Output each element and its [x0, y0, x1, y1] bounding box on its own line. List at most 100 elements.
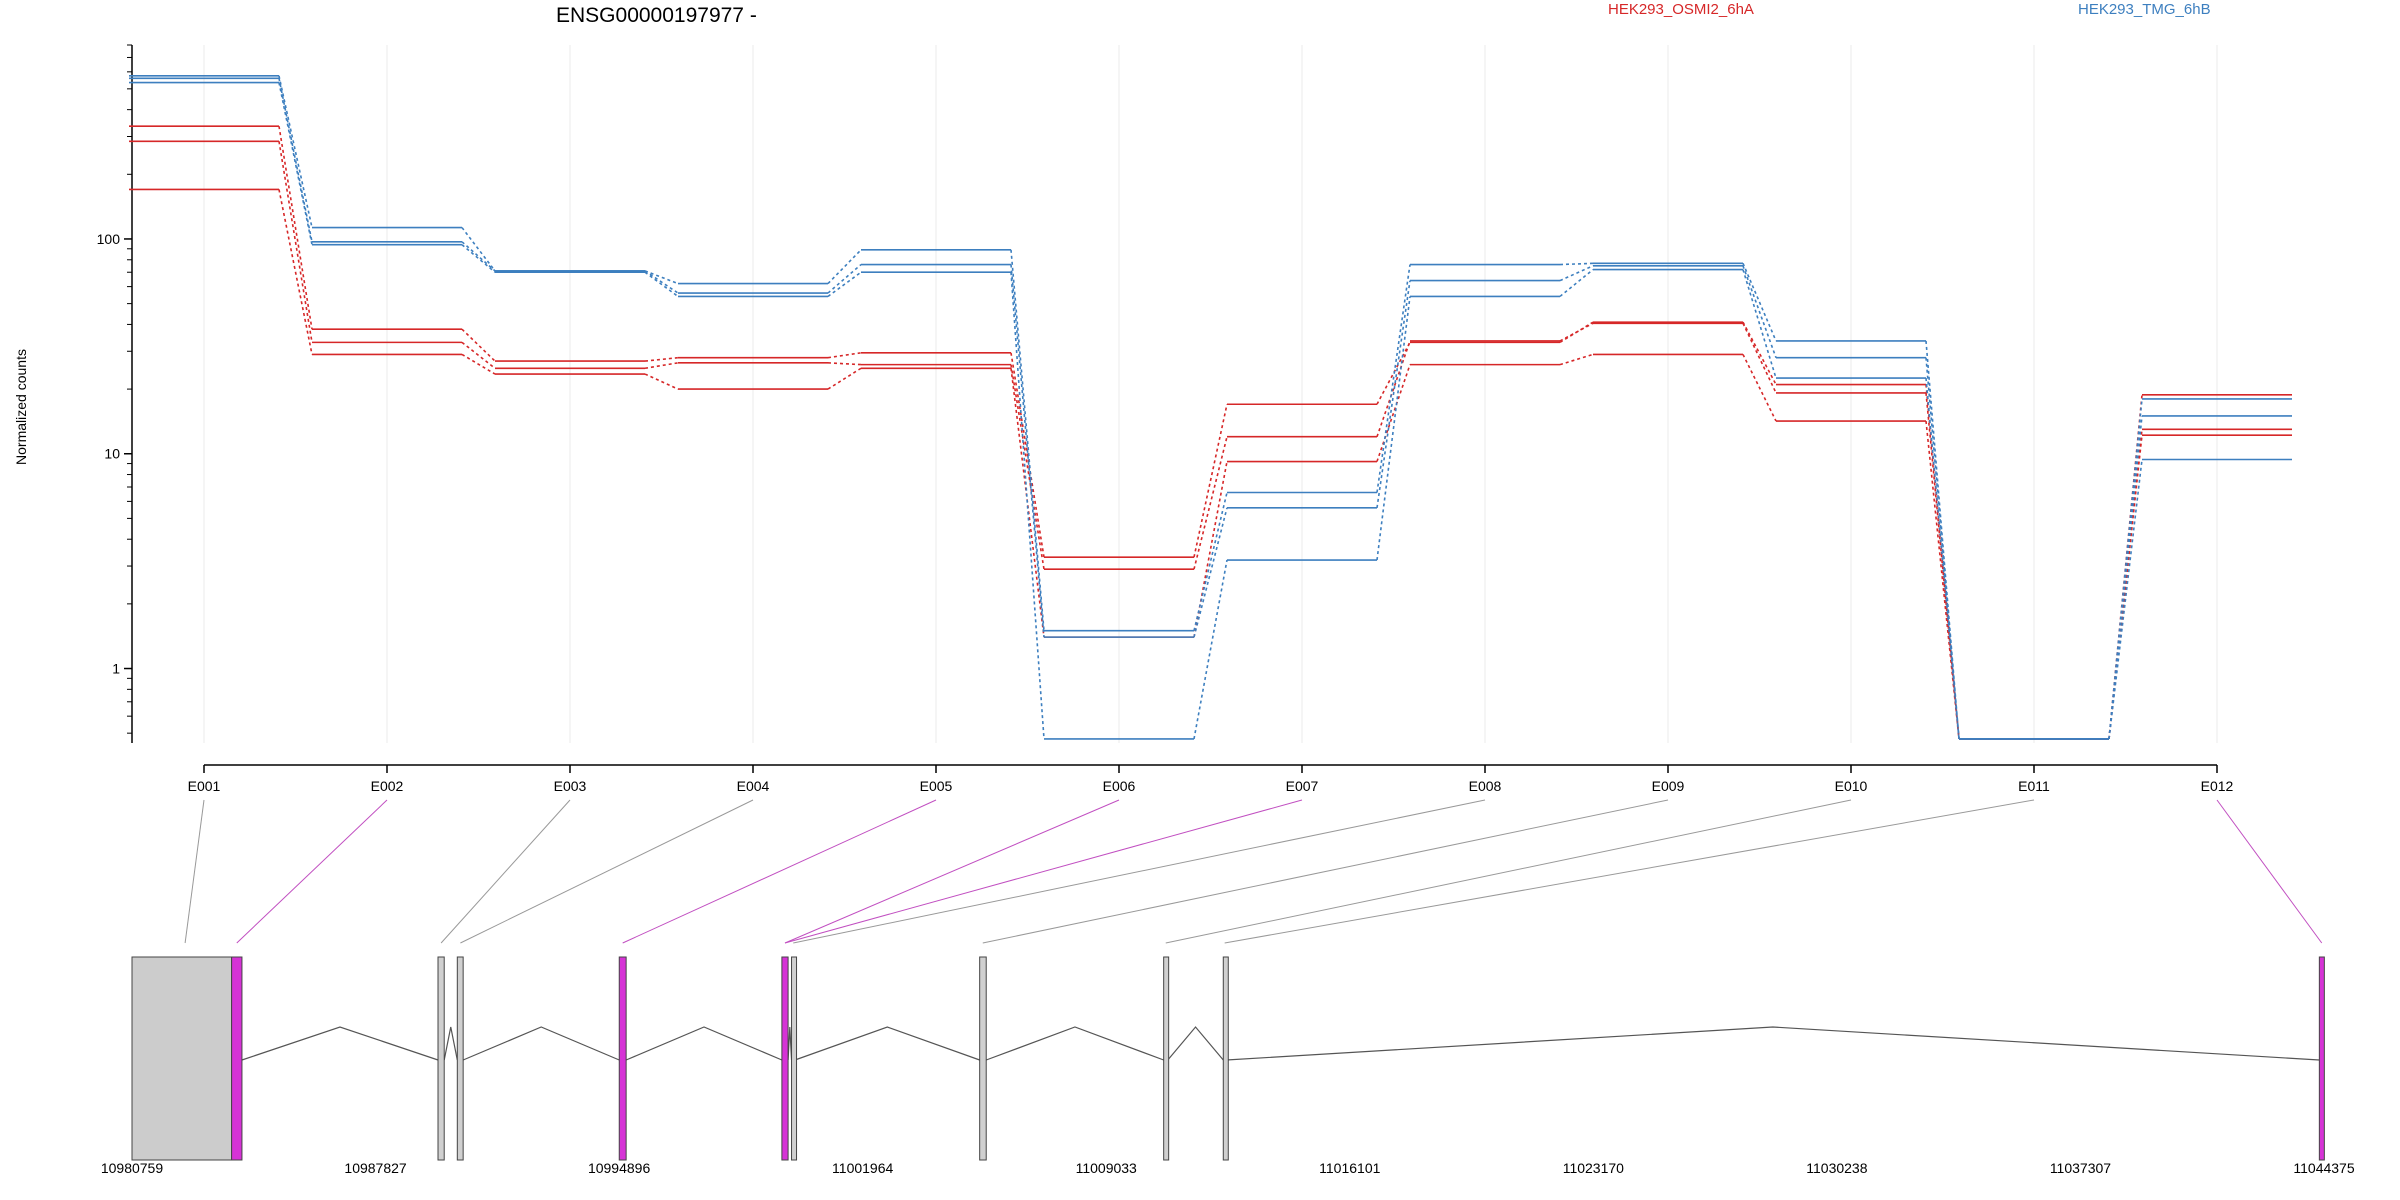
- series-connector: [1742, 354, 1777, 422]
- coord-tick-label: 10994896: [588, 1160, 651, 1176]
- series-connector: [827, 263, 862, 294]
- series-lines: [129, 75, 2292, 740]
- intron: [625, 1026, 783, 1061]
- series-connector: [2108, 394, 2143, 740]
- series-connector: [278, 75, 313, 228]
- x-tick-label: E008: [1469, 778, 1502, 794]
- bin-link: [622, 799, 937, 944]
- coord-tick-label: 11037307: [2050, 1160, 2111, 1176]
- series-connector: [461, 341, 496, 369]
- coord-tick-label: 11001964: [832, 1160, 893, 1176]
- intron: [1167, 1026, 1224, 1061]
- series-connector: [644, 362, 679, 370]
- coord-tick-label: 10987827: [344, 1160, 407, 1176]
- x-tick-label: E005: [920, 778, 953, 794]
- gene-model: [131, 956, 2325, 1161]
- intron: [986, 1026, 1164, 1061]
- exon-block: [791, 956, 798, 1161]
- x-axis: E001 E002 E003 E004 E005 E006 E007 E008 E009 E010…: [188, 764, 2234, 794]
- x-tick-label: E010: [1835, 778, 1868, 794]
- series-connector: [644, 271, 679, 298]
- bin-link: [2216, 799, 2323, 944]
- x-tick-label: E004: [737, 778, 770, 794]
- x-tick-label: E002: [371, 778, 404, 794]
- exon-block: [618, 956, 627, 1161]
- series-connector: [1193, 404, 1228, 558]
- series-connector: [1193, 507, 1228, 638]
- series-connector: [827, 352, 862, 359]
- series-connector: [827, 367, 862, 390]
- grid-lines: [203, 45, 2218, 743]
- y-tick-label: 1: [112, 661, 120, 677]
- series-connector: [2108, 435, 2143, 740]
- series-connector: [1925, 420, 1960, 740]
- intron: [794, 1026, 980, 1061]
- series-connector: [1742, 265, 1777, 358]
- coord-tick-label: 11016101: [1319, 1160, 1380, 1176]
- series-connector: [1559, 265, 1594, 282]
- series-connector: [1376, 296, 1411, 561]
- bin-link: [1224, 799, 2035, 944]
- series-connector: [461, 244, 496, 273]
- bin-link: [793, 799, 1486, 944]
- series-connector: [461, 353, 496, 375]
- series-connector: [827, 271, 862, 298]
- series-connector: [1559, 322, 1594, 342]
- intron: [443, 1026, 458, 1061]
- y-axis-label: Normalized counts: [13, 349, 29, 465]
- exon-block: [781, 956, 789, 1161]
- x-tick-label: E007: [1286, 778, 1319, 794]
- coord-tick-label: 11044375: [2293, 1160, 2354, 1176]
- series-connector: [1742, 322, 1777, 394]
- intron: [462, 1026, 620, 1061]
- bin-link: [184, 799, 205, 944]
- series-connector: [644, 270, 679, 294]
- x-tick-label: E001: [188, 778, 221, 794]
- x-tick-label: E012: [2201, 778, 2234, 794]
- series-connector: [1742, 263, 1777, 342]
- series-connector: [1742, 321, 1777, 385]
- coord-tick-label: 11009033: [1076, 1160, 1137, 1176]
- series-connector: [1376, 264, 1411, 493]
- x-tick-label: E003: [554, 778, 587, 794]
- series-connector: [1742, 269, 1777, 379]
- series-connector: [644, 373, 679, 390]
- series-connector: [1193, 492, 1228, 631]
- coord-tick-label: 11023170: [1563, 1160, 1624, 1176]
- x-tick-label: E009: [1652, 778, 1685, 794]
- utr-block: [131, 956, 233, 1161]
- series-connector: [1559, 353, 1594, 366]
- bin-link: [236, 799, 388, 944]
- bin-link: [982, 799, 1669, 944]
- series-connector: [278, 141, 313, 343]
- exon-block: [1163, 956, 1170, 1161]
- y-axis: 1 10 100: [97, 44, 133, 743]
- series-connector: [1925, 357, 1960, 740]
- series-connector: [461, 328, 496, 362]
- legend-label-tmg: HEK293_TMG_6hB: [2078, 1, 2211, 18]
- series-connector: [1193, 436, 1228, 570]
- coord-tick-label: 11030238: [1806, 1160, 1867, 1176]
- bin-link: [784, 799, 1120, 944]
- bin-link: [1165, 799, 1852, 944]
- series-connector: [1559, 262, 1594, 266]
- series-connector: [1559, 268, 1594, 298]
- x-tick-label: E011: [2018, 778, 2050, 794]
- chart-title: ENSG00000197977 -: [556, 4, 757, 27]
- intron: [241, 1026, 439, 1061]
- series-connector: [1925, 378, 1960, 740]
- legend-label-osmi: HEK293_OSMI2_6hA: [1608, 1, 1754, 18]
- exon-block: [1222, 956, 1229, 1161]
- series-connector: [827, 249, 862, 285]
- series-connector: [278, 189, 313, 355]
- intron: [787, 1026, 793, 1061]
- series-connector: [644, 356, 679, 362]
- bin-to-exon-links: [184, 799, 2323, 944]
- series-connector: [461, 241, 496, 272]
- coord-tick-label: 10980759: [101, 1160, 164, 1176]
- series-connector: [1010, 264, 1045, 638]
- series-connector: [827, 362, 862, 366]
- bin-link: [784, 799, 1303, 944]
- x-tick-label: E006: [1103, 778, 1136, 794]
